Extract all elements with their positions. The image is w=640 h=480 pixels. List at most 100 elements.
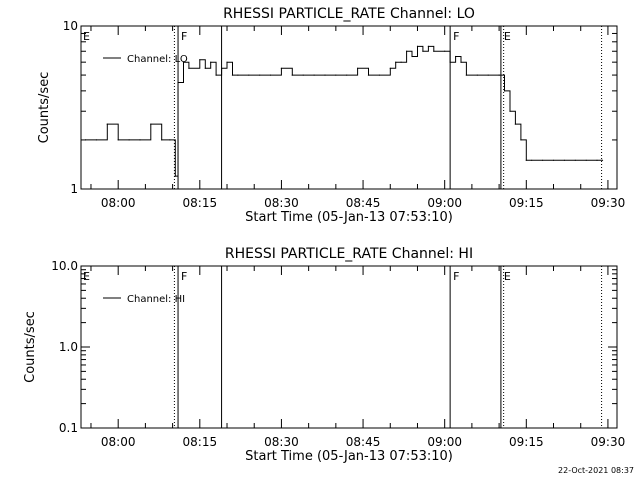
data-point	[324, 74, 326, 76]
y-tick-label: 1.0	[59, 340, 78, 354]
data-point	[503, 90, 506, 92]
data-point	[514, 123, 517, 125]
data-point	[335, 74, 337, 76]
data-point	[563, 159, 566, 161]
data-point	[210, 61, 212, 63]
data-point	[585, 159, 587, 161]
data-point	[455, 55, 457, 58]
data-point	[531, 159, 533, 161]
chart-panel-0: RHESSI PARTICLE_RATE Channel: LO 1 10 Count…	[37, 6, 625, 225]
data-point	[231, 74, 234, 76]
data-point	[182, 61, 185, 63]
data-point	[226, 61, 228, 63]
data-point	[487, 74, 489, 76]
x-tick-label: 08:45	[346, 196, 381, 210]
data-point	[139, 139, 141, 141]
y-axis-label: Counts/sec	[23, 311, 38, 383]
event-marker-label: F	[181, 270, 187, 283]
data-point	[95, 139, 97, 141]
chart-title: RHESSI PARTICLE_RATE Channel: LO	[223, 6, 475, 22]
data-point	[520, 139, 522, 141]
x-tick-label: 09:15	[509, 196, 544, 210]
plot-timestamp: 22-Oct-2021 08:37	[558, 466, 634, 475]
data-point	[596, 159, 598, 161]
data-point	[400, 61, 402, 63]
y-tick-label: 10	[63, 19, 78, 33]
plot-frame	[80, 25, 618, 190]
data-point	[221, 67, 223, 69]
data-point	[601, 159, 604, 161]
x-axis-label: Start Time (05-Jan-13 07:53:10)	[245, 210, 453, 225]
event-marker-label: E	[504, 270, 511, 283]
x-tick-label: 08:15	[183, 196, 218, 210]
chart-panel-1: RHESSI PARTICLE_RATE Channel: HI 0.1 1.0 10…	[23, 246, 625, 464]
data-point	[498, 74, 500, 76]
x-tick-label: 09:00	[427, 435, 462, 449]
data-point	[406, 50, 408, 52]
data-point	[313, 74, 315, 76]
legend-label: Channel: HI	[127, 294, 185, 305]
x-tick-label: 08:45	[346, 435, 381, 449]
plot-frame	[80, 265, 618, 429]
data-point	[150, 123, 152, 125]
data-point	[169, 139, 171, 141]
data-point	[84, 139, 87, 141]
x-tick-label: 09:30	[591, 435, 626, 449]
data-point	[367, 74, 370, 76]
x-tick-label: 08:30	[264, 435, 299, 449]
chart-title: RHESSI PARTICLE_RATE Channel: HI	[225, 246, 473, 262]
data-point	[177, 81, 179, 84]
data-point	[215, 74, 217, 76]
x-tick-label: 09:15	[509, 435, 544, 449]
legend-label: Channel: LO	[127, 54, 188, 65]
x-tick-label: 09:30	[591, 196, 626, 210]
data-point	[542, 159, 544, 161]
data-point	[422, 50, 424, 52]
x-tick-label: 08:00	[101, 196, 136, 210]
data-point	[346, 74, 348, 76]
x-tick-label: 08:00	[101, 435, 136, 449]
data-point	[357, 67, 359, 69]
data-point	[509, 110, 511, 112]
data-point	[248, 74, 250, 76]
data-point	[259, 74, 261, 76]
x-axis-label: Start Time (05-Jan-13 07:53:10)	[245, 449, 453, 464]
data-point	[302, 74, 304, 76]
data-point	[237, 74, 239, 76]
data-point	[433, 50, 435, 52]
data-point	[161, 139, 163, 141]
data-point	[552, 159, 555, 161]
data-point	[269, 74, 272, 76]
y-tick-label: 0.1	[59, 421, 78, 435]
data-point	[449, 61, 451, 63]
data-point	[117, 139, 119, 141]
data-point	[444, 50, 446, 52]
data-point	[378, 74, 380, 76]
y-axis-label: Counts/sec	[37, 72, 52, 144]
y-tick-label: 10.0	[51, 259, 78, 273]
x-tick-label: 08:30	[264, 196, 299, 210]
x-tick-label: 09:00	[427, 196, 462, 210]
data-point	[427, 45, 429, 48]
data-point	[280, 67, 282, 69]
series-line	[85, 45, 603, 177]
data-point	[106, 123, 108, 125]
data-point	[389, 67, 391, 69]
data-point	[416, 45, 419, 48]
corner-flag-label: E	[83, 30, 90, 43]
data-point	[411, 55, 413, 58]
data-point	[460, 61, 462, 63]
y-tick-label: 1	[70, 182, 78, 196]
data-point	[465, 74, 467, 76]
x-tick-label: 08:15	[183, 435, 218, 449]
data-point	[128, 139, 130, 141]
data-point	[204, 67, 206, 69]
data-point	[476, 74, 478, 76]
event-marker-label: F	[181, 30, 187, 43]
event-marker-label: F	[453, 270, 459, 283]
event-marker-label: E	[504, 30, 511, 43]
data-point	[395, 61, 397, 63]
data-point	[291, 74, 293, 76]
corner-flag-label: E	[83, 270, 90, 283]
event-marker-label: F	[453, 30, 459, 43]
